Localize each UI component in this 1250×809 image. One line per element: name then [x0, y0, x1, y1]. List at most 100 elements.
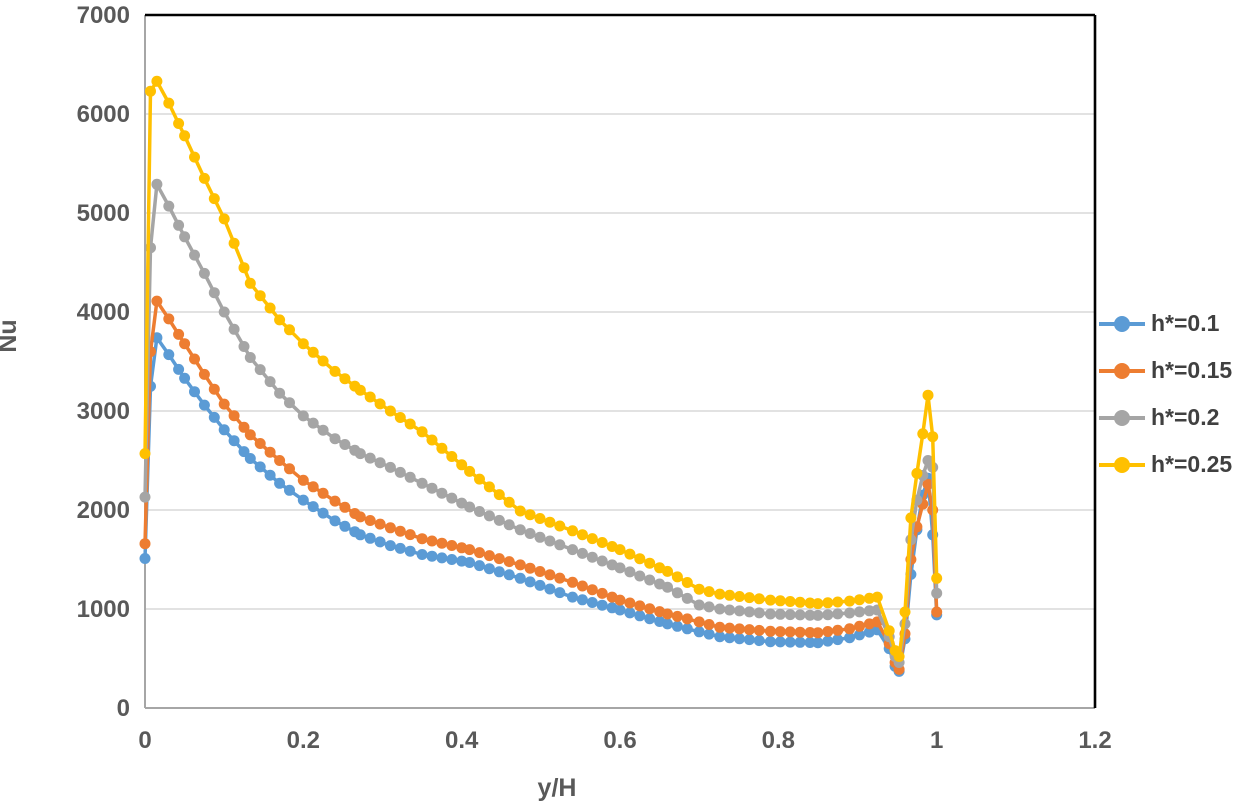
data-point-marker [524, 562, 536, 574]
data-point-marker [145, 85, 156, 97]
data-point-marker [905, 512, 917, 524]
data-point-marker [244, 453, 256, 464]
data-point-marker [179, 338, 191, 350]
data-point-marker [436, 487, 448, 499]
data-point-marker [317, 355, 329, 367]
y-tick-label: 4000 [77, 299, 130, 326]
data-point-marker [596, 537, 608, 548]
data-point-marker [671, 610, 683, 622]
data-point-marker [307, 481, 319, 493]
data-point-marker [151, 295, 163, 307]
data-point-marker [794, 626, 806, 638]
x-tick-label: 0 [138, 727, 151, 754]
data-point-marker [416, 533, 428, 545]
data-point-marker [354, 511, 366, 523]
data-point-marker [329, 433, 341, 445]
data-point-marker [693, 616, 705, 628]
legend-label: h*=0.2 [1151, 404, 1220, 430]
data-point-marker [307, 346, 319, 358]
data-point-marker [456, 459, 468, 471]
data-point-marker [208, 193, 220, 205]
data-point-marker [681, 577, 693, 588]
data-point-marker [173, 219, 185, 231]
data-point-marker [734, 591, 745, 602]
data-point-marker [743, 592, 755, 604]
data-point-marker [586, 551, 598, 563]
data-point-marker [714, 621, 726, 633]
data-point-marker [596, 587, 608, 599]
data-point-marker [228, 323, 240, 335]
data-point-marker [624, 597, 636, 609]
data-point-marker [774, 626, 786, 638]
data-point-marker [208, 383, 220, 395]
tick-labels: 0 1000 2000 3000 4000 5000 6000 7000 0 0.2 0.4 0.6 0… [77, 2, 1112, 754]
data-point-marker [364, 452, 376, 464]
data-point-marker [917, 428, 929, 440]
data-point-marker [822, 635, 834, 647]
data-point-marker [614, 544, 626, 556]
series-line [143, 335, 939, 674]
data-point-marker [854, 606, 865, 618]
data-point-marker [743, 634, 755, 646]
data-point-marker [703, 628, 715, 640]
data-point-marker [753, 624, 765, 636]
data-point-marker [228, 237, 240, 249]
data-point-marker [784, 636, 796, 648]
data-point-marker [644, 603, 656, 615]
data-point-marker [307, 417, 319, 429]
data-point-marker [927, 431, 939, 443]
data-point-marker [784, 626, 796, 638]
data-point-marker [854, 620, 865, 632]
data-point-marker [576, 580, 588, 592]
data-point-marker [446, 554, 458, 565]
data-point-marker [493, 489, 505, 501]
data-point-marker [899, 606, 911, 618]
data-point-marker [764, 636, 776, 648]
data-point-marker [274, 477, 286, 489]
data-point-marker [244, 429, 256, 441]
data-point-marker [364, 515, 376, 526]
data-point-marker [307, 501, 319, 513]
data-point-marker [139, 538, 151, 550]
data-point-marker [567, 544, 578, 556]
data-point-marker [774, 636, 786, 648]
data-point-marker [329, 515, 341, 527]
data-point-marker [524, 576, 536, 588]
data-point-marker [254, 364, 266, 376]
data-point-marker [284, 484, 295, 496]
data-point-marker [163, 349, 175, 361]
legend-entry: h*=0.1 [1099, 300, 1232, 347]
data-point-marker [624, 607, 636, 619]
data-point-marker [218, 213, 230, 225]
data-point-marker [812, 627, 824, 639]
data-point-marker [714, 603, 726, 615]
data-point-marker [724, 622, 736, 634]
data-point-marker [764, 608, 776, 620]
data-point-marker [394, 466, 406, 478]
data-point-marker [703, 586, 715, 598]
data-point-marker [493, 566, 505, 578]
data-point-marker [812, 637, 824, 649]
data-point-marker [179, 231, 191, 243]
data-point-marker [724, 589, 736, 601]
data-point-marker [534, 579, 546, 591]
data-point-marker [163, 313, 175, 325]
data-point-marker [724, 604, 736, 616]
data-point-marker [644, 574, 656, 586]
data-point-marker [743, 624, 755, 636]
data-point-marker [483, 550, 495, 562]
data-point-marker [693, 583, 705, 595]
data-point-marker [464, 544, 476, 556]
data-point-marker [284, 463, 295, 475]
data-point-marker [364, 532, 376, 544]
data-point-marker [764, 625, 776, 637]
data-point-marker [374, 536, 386, 548]
data-point-marker [922, 389, 934, 401]
data-point-marker [576, 529, 588, 541]
data-point-marker [189, 249, 200, 261]
data-point-marker [743, 606, 755, 618]
data-point-marker [911, 467, 923, 479]
data-point-marker [339, 520, 351, 532]
data-point-marker [832, 634, 844, 646]
data-point-marker [173, 118, 185, 129]
